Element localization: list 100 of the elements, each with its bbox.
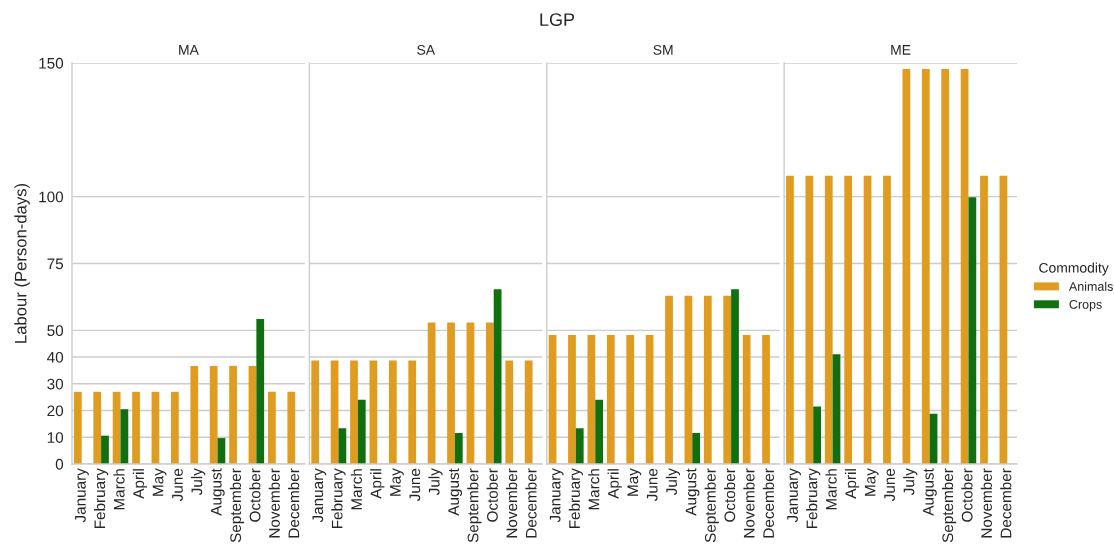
x-tick-label: April xyxy=(844,469,860,499)
bar xyxy=(170,391,179,464)
bar xyxy=(902,68,911,464)
y-axis-title: Labour (Person-days) xyxy=(14,183,30,343)
bar xyxy=(229,365,237,464)
bar xyxy=(595,399,604,464)
bar xyxy=(568,334,576,464)
x-tick-label: September xyxy=(229,468,245,543)
x-tick-label: June xyxy=(884,468,895,502)
x-tick-label: November xyxy=(980,468,992,538)
bar xyxy=(256,319,265,464)
x-tick-label: November xyxy=(743,468,755,538)
x-tick-label: March xyxy=(825,469,837,510)
bar xyxy=(338,428,347,464)
bar xyxy=(485,322,494,464)
x-tick-label: January xyxy=(549,468,564,523)
bar xyxy=(703,295,712,464)
bar xyxy=(73,391,82,464)
y-tick-label: 0 xyxy=(55,458,64,470)
bar xyxy=(742,334,751,464)
text: LGP xyxy=(540,13,575,26)
y-tick-label: 50 xyxy=(47,325,64,337)
bar xyxy=(268,391,276,464)
x-tick-label: December xyxy=(762,468,775,538)
x-tick-label: November xyxy=(268,468,280,538)
x-tick-label: March xyxy=(350,469,362,510)
x-tick-label: February xyxy=(806,468,821,529)
x-tick-label: July xyxy=(428,468,443,496)
x-tick-label: March xyxy=(113,469,125,510)
bar xyxy=(824,175,833,464)
x-tick-label: August xyxy=(448,468,463,516)
x-tick-label: October xyxy=(486,468,498,522)
bar xyxy=(287,391,296,464)
bar xyxy=(999,175,1008,464)
x-tick-label: August xyxy=(210,468,225,516)
x-tick-label: April xyxy=(132,469,148,499)
bar xyxy=(427,322,436,464)
bar xyxy=(357,399,366,464)
x-tick-label: October xyxy=(961,468,973,522)
bar xyxy=(112,391,121,464)
x-tick-label: September xyxy=(941,468,957,543)
x-tick-label: October xyxy=(249,468,261,522)
x-tick-label: November xyxy=(506,468,518,538)
chart-title: SA xyxy=(417,44,436,55)
y-tick-label: 40 xyxy=(47,351,64,363)
bar xyxy=(960,68,969,464)
bar xyxy=(524,360,533,464)
bar xyxy=(575,428,584,464)
x-tick-label: June xyxy=(646,468,658,502)
x-tick-label: February xyxy=(568,468,583,529)
bar xyxy=(941,68,950,464)
x-tick-label: July xyxy=(903,468,918,496)
bar xyxy=(968,197,977,464)
x-tick-label: September xyxy=(467,468,482,543)
bar xyxy=(921,68,930,464)
x-tick-label: January xyxy=(312,468,327,523)
bar xyxy=(762,334,770,464)
bar xyxy=(209,365,218,464)
bar xyxy=(684,295,693,464)
x-tick-label: July xyxy=(665,468,681,496)
bar xyxy=(813,406,821,464)
bar xyxy=(388,360,397,464)
x-tick-label: August xyxy=(923,468,937,516)
x-tick-label: July xyxy=(191,468,206,496)
bar xyxy=(311,360,320,464)
chart-title: MA xyxy=(179,45,199,55)
bar xyxy=(665,295,673,464)
bar xyxy=(93,391,102,464)
bar xyxy=(844,175,853,464)
y-tick-label: 100 xyxy=(39,191,64,203)
chart-title: SM xyxy=(653,44,673,55)
x-tick-label: May xyxy=(864,468,879,496)
x-tick-label: March xyxy=(588,469,600,510)
bar xyxy=(692,432,701,464)
x-tick-label: September xyxy=(704,468,719,543)
bar xyxy=(626,334,635,464)
x-tick-label: April xyxy=(370,469,385,499)
x-tick-label: April xyxy=(607,469,622,499)
y-tick-label: 10 xyxy=(47,432,64,443)
bar xyxy=(101,435,109,464)
x-tick-label: February xyxy=(331,468,346,529)
y-tick-label: 75 xyxy=(47,258,64,270)
bar xyxy=(447,322,455,464)
legend-label: Crops xyxy=(1069,299,1102,312)
x-tick-label: May xyxy=(390,468,404,496)
x-tick-label: August xyxy=(685,468,700,516)
bar xyxy=(805,175,814,464)
bar xyxy=(606,334,615,464)
x-tick-label: December xyxy=(525,468,537,538)
x-tick-label: January xyxy=(75,468,89,523)
bar xyxy=(723,295,732,464)
x-tick-label: December xyxy=(288,468,300,538)
bar xyxy=(883,175,891,464)
bar xyxy=(731,289,739,464)
bar xyxy=(190,365,199,464)
x-tick-label: October xyxy=(723,468,736,522)
y-tick-label: 150 xyxy=(39,57,64,69)
x-tick-label: January xyxy=(787,468,801,523)
legend-label: Animals xyxy=(1068,281,1113,291)
x-tick-label: February xyxy=(93,468,109,529)
